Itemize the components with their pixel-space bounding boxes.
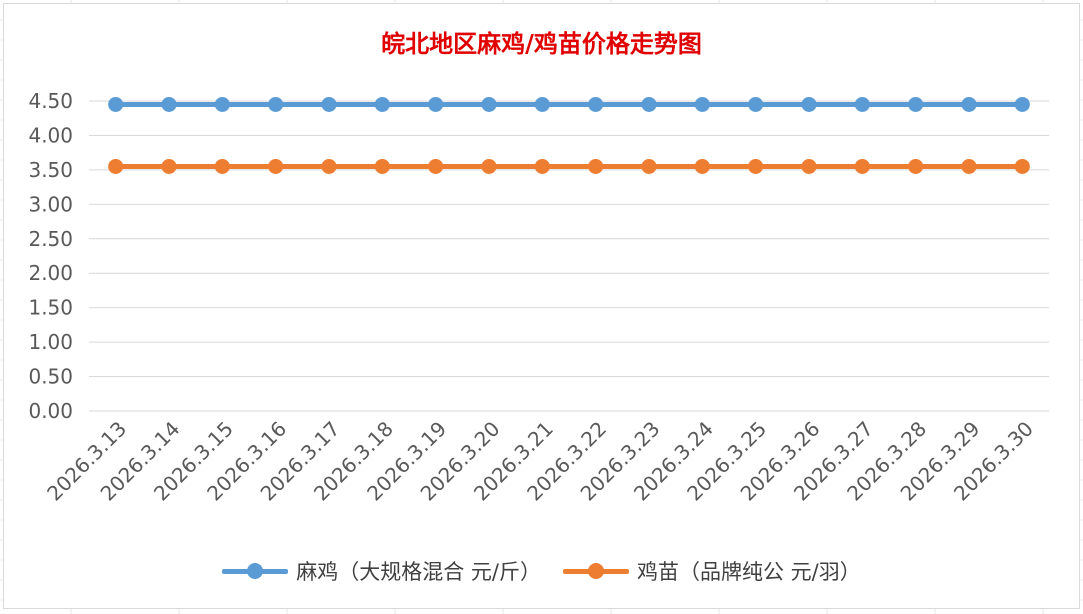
data-point-series-0[interactable] — [641, 96, 657, 112]
y-tick-label: 2.00 — [28, 261, 73, 285]
data-point-series-1[interactable] — [748, 158, 764, 174]
legend-item-series-0[interactable]: 麻鸡（大规格混合 元/斤） — [222, 556, 541, 586]
legend-label-series-1: 鸡苗（品牌纯公 元/羽） — [637, 560, 861, 584]
y-tick-label: 1.50 — [28, 296, 73, 320]
data-point-series-1[interactable] — [854, 158, 870, 174]
data-point-series-0[interactable] — [108, 96, 124, 112]
data-point-series-1[interactable] — [801, 158, 817, 174]
y-tick-label: 4.50 — [28, 89, 73, 113]
data-point-series-0[interactable] — [534, 96, 550, 112]
data-point-series-1[interactable] — [481, 158, 497, 174]
data-point-series-1[interactable] — [428, 158, 444, 174]
data-point-series-0[interactable] — [481, 96, 497, 112]
data-point-series-1[interactable] — [908, 158, 924, 174]
data-point-series-0[interactable] — [801, 96, 817, 112]
data-point-series-0[interactable] — [374, 96, 390, 112]
y-tick-label: 3.50 — [28, 158, 73, 182]
data-point-series-0[interactable] — [428, 96, 444, 112]
data-point-series-0[interactable] — [588, 96, 604, 112]
data-point-series-0[interactable] — [908, 96, 924, 112]
chart-title: 皖北地区麻鸡/鸡苗价格走势图 — [381, 29, 702, 58]
data-point-series-1[interactable] — [1014, 158, 1030, 174]
data-point-series-0[interactable] — [161, 96, 177, 112]
data-point-series-0[interactable] — [748, 96, 764, 112]
data-point-series-1[interactable] — [534, 158, 550, 174]
data-point-series-0[interactable] — [694, 96, 710, 112]
data-point-series-1[interactable] — [374, 158, 390, 174]
legend-item-series-1[interactable]: 鸡苗（品牌纯公 元/羽） — [563, 556, 861, 586]
data-point-series-1[interactable] — [161, 158, 177, 174]
legend: 麻鸡（大规格混合 元/斤） 鸡苗（品牌纯公 元/羽） — [0, 556, 1083, 586]
data-point-series-1[interactable] — [268, 158, 284, 174]
y-tick-label: 0.00 — [28, 399, 73, 423]
data-point-series-1[interactable] — [321, 158, 337, 174]
data-point-series-0[interactable] — [854, 96, 870, 112]
y-tick-label: 0.50 — [28, 365, 73, 389]
legend-label-series-0: 麻鸡（大规格混合 元/斤） — [296, 560, 541, 584]
data-point-series-0[interactable] — [961, 96, 977, 112]
y-tick-label: 4.00 — [28, 123, 73, 147]
data-point-series-1[interactable] — [214, 158, 230, 174]
data-point-series-1[interactable] — [641, 158, 657, 174]
data-point-series-0[interactable] — [321, 96, 337, 112]
data-point-series-1[interactable] — [961, 158, 977, 174]
data-point-series-0[interactable] — [268, 96, 284, 112]
legend-marker-series-0 — [222, 561, 289, 581]
data-point-series-1[interactable] — [694, 158, 710, 174]
data-point-series-0[interactable] — [214, 96, 230, 112]
data-point-series-0[interactable] — [1014, 96, 1030, 112]
legend-marker-series-1 — [563, 561, 629, 581]
y-tick-label: 3.00 — [28, 192, 73, 216]
data-point-series-1[interactable] — [588, 158, 604, 174]
y-tick-label: 2.50 — [28, 227, 73, 251]
data-point-series-1[interactable] — [108, 158, 124, 174]
y-tick-label: 1.00 — [28, 330, 73, 354]
